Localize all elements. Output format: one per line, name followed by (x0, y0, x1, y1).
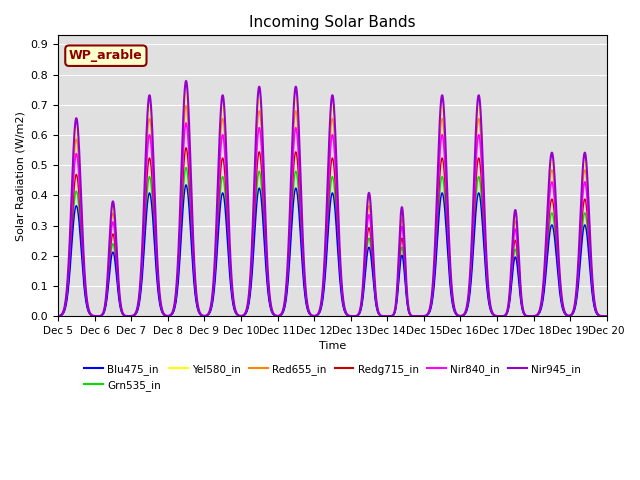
Y-axis label: Solar Radiation (W/m2): Solar Radiation (W/m2) (15, 111, 25, 240)
X-axis label: Time: Time (319, 341, 346, 351)
Legend: Blu475_in, Grn535_in, Yel580_in, Red655_in, Redg715_in, Nir840_in, Nir945_in: Blu475_in, Grn535_in, Yel580_in, Red655_… (80, 360, 585, 395)
Text: WP_arable: WP_arable (69, 49, 143, 62)
Title: Incoming Solar Bands: Incoming Solar Bands (249, 15, 416, 30)
